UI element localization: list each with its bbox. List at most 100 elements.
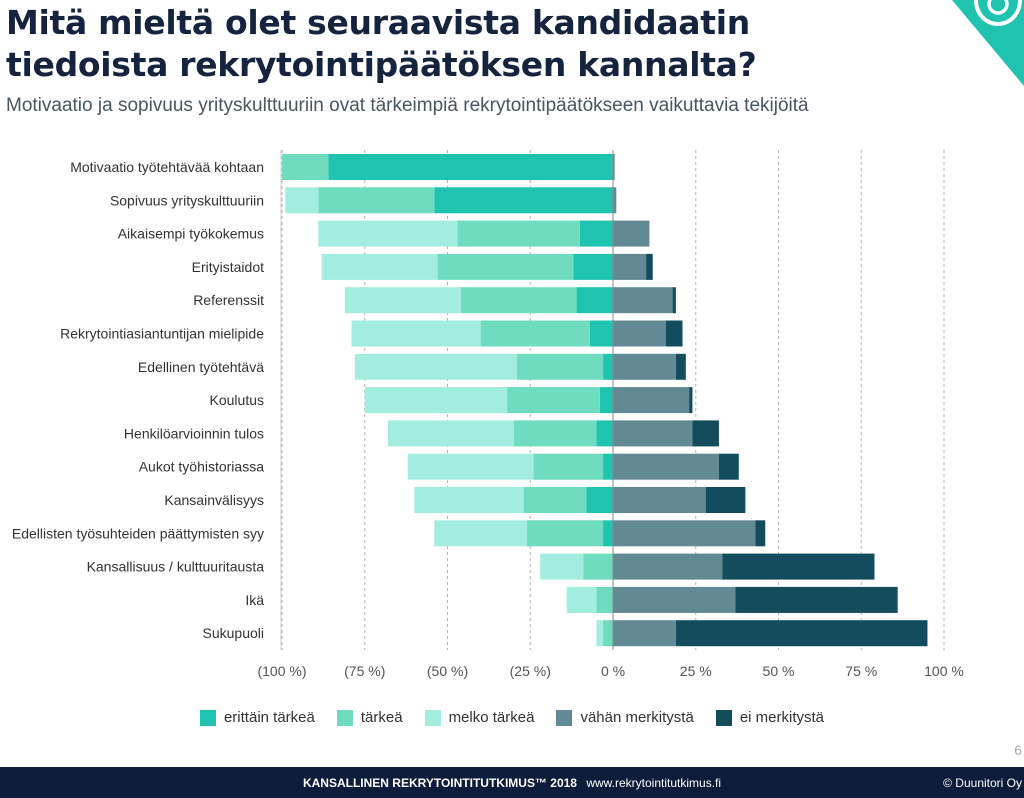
bar-segment xyxy=(351,320,481,347)
bar-segment xyxy=(523,487,587,513)
category-label: Erityistaidot xyxy=(192,259,264,275)
bar-segment xyxy=(586,487,613,513)
bar-segment xyxy=(613,620,676,647)
bar-segment xyxy=(573,253,613,280)
legend-swatch xyxy=(199,709,216,726)
bar-segment xyxy=(646,253,653,280)
x-tick-label: 0 % xyxy=(601,663,625,679)
bar-segment xyxy=(613,187,617,214)
legend-swatch xyxy=(424,709,441,726)
category-label: Sopivuus yrityskulttuuriin xyxy=(110,192,264,208)
bar-segment xyxy=(735,586,898,613)
bar-segment xyxy=(434,520,527,547)
bar-segment xyxy=(583,553,613,580)
bar-segment xyxy=(460,287,577,314)
bar-segment xyxy=(613,253,647,280)
bar-segment xyxy=(533,453,604,480)
bar-segment xyxy=(613,387,690,414)
category-label: Rekrytointiasiantuntijan mielipide xyxy=(60,326,264,342)
bar-segment xyxy=(540,553,584,580)
x-tick-label: (25 %) xyxy=(510,663,551,679)
bar-segment xyxy=(414,487,524,513)
bar-segment xyxy=(507,387,600,414)
category-label: Henkilöarvioinnin tulos xyxy=(124,425,264,441)
category-label: Sukupuoli xyxy=(203,625,265,641)
legend-item-tarkea: tärkeä xyxy=(336,709,403,726)
category-label: Motivaatio työtehtävää kohtaan xyxy=(70,159,264,175)
footer-brand: KANSALLINEN REKRYTOINTITUTKIMUS™ 2018 xyxy=(302,776,577,790)
bar-segment xyxy=(513,420,597,447)
bar-segment xyxy=(672,287,676,314)
bar-segment xyxy=(613,520,756,547)
category-label: Kansainvälisyys xyxy=(164,492,264,508)
bar-segment xyxy=(692,420,719,447)
page-number: 6 xyxy=(1014,742,1022,758)
bar-segment xyxy=(434,187,613,214)
bar-segment xyxy=(613,320,666,347)
legend-label: melko tärkeä xyxy=(448,709,535,726)
x-tick-label: 25 % xyxy=(680,663,712,679)
bar-segment xyxy=(282,154,329,180)
bar-segment xyxy=(387,420,514,447)
category-label: Kansallisuus / kulttuuritausta xyxy=(87,559,265,575)
bar-segment xyxy=(613,220,650,247)
bar-segment xyxy=(613,353,676,380)
bar-segment xyxy=(318,220,458,247)
diverging-bar-chart: (100 %) (75 %) (50 %) (25 %) 0 % 25 % 50 % 75 %… xyxy=(12,150,964,679)
brand-corner-icon xyxy=(952,0,1024,86)
bar-segment xyxy=(437,253,574,280)
x-tick-label: 50 % xyxy=(763,663,795,679)
legend-label: ei merkitystä xyxy=(739,709,825,726)
footer-center: KANSALLINEN REKRYTOINTITUTKIMUS™ 2018 ww… xyxy=(0,776,1024,790)
category-label: Ikä xyxy=(245,592,264,608)
bar-segment xyxy=(596,420,613,447)
legend-label: tärkeä xyxy=(360,709,403,726)
bar-segment xyxy=(285,187,319,214)
x-tick-label: (75 %) xyxy=(344,663,385,679)
bar-segment xyxy=(589,320,613,347)
bar-segment xyxy=(603,453,613,480)
legend-item-melko-tarkea: melko tärkeä xyxy=(424,709,535,726)
bar-segment xyxy=(755,520,766,547)
bar-segment xyxy=(613,287,673,314)
bar-segment xyxy=(613,154,615,180)
bar-segment xyxy=(526,520,604,547)
bar-segment xyxy=(675,620,928,647)
legend-label: vähän merkitystä xyxy=(580,709,694,726)
legend-item-vahan-merkitysta: vähän merkitystä xyxy=(556,709,694,726)
bar-segment xyxy=(599,387,613,414)
bar-segment xyxy=(722,553,875,580)
footer-bar: KANSALLINEN REKRYTOINTITUTKIMUS™ 2018 ww… xyxy=(0,767,1024,798)
bar-segment xyxy=(579,220,613,247)
page-subtitle: Motivaatio ja sopivuus yrityskulttuuriin… xyxy=(6,95,809,116)
footer-url-link[interactable]: www.rekrytointitutkimus.fi xyxy=(586,776,722,790)
bar-segment xyxy=(576,287,613,314)
category-label: Edellisten työsuhteiden päättymisten syy xyxy=(12,525,264,541)
x-tick-label: (50 %) xyxy=(427,663,468,679)
legend-swatch xyxy=(556,709,573,726)
bar-segment xyxy=(566,586,597,613)
footer-copyright: © Duunitori Oy xyxy=(943,776,1022,790)
bar-segment xyxy=(665,320,683,347)
bar-segment xyxy=(613,487,706,513)
legend-label: erittäin tärkeä xyxy=(223,709,315,726)
bar-segment xyxy=(603,353,613,380)
bar-segment xyxy=(718,453,739,480)
bar-segment xyxy=(613,553,723,580)
bar-segment xyxy=(457,220,580,247)
x-tick-label: 75 % xyxy=(845,663,877,679)
category-label: Koulutus xyxy=(210,392,264,408)
bar-segment xyxy=(613,453,719,480)
bar-segment xyxy=(364,387,508,414)
bar-segment xyxy=(613,420,693,447)
bar-segment xyxy=(517,353,604,380)
bar-segment xyxy=(344,287,461,314)
category-label: Aukot työhistoriassa xyxy=(139,459,264,475)
bar-segment xyxy=(675,353,686,380)
x-tick-label: 100 % xyxy=(924,663,964,679)
bar-segment xyxy=(328,154,613,180)
bar-segment xyxy=(603,520,613,547)
legend-swatch xyxy=(336,709,353,726)
bar-segment xyxy=(354,353,518,380)
bar-segment xyxy=(321,253,438,280)
